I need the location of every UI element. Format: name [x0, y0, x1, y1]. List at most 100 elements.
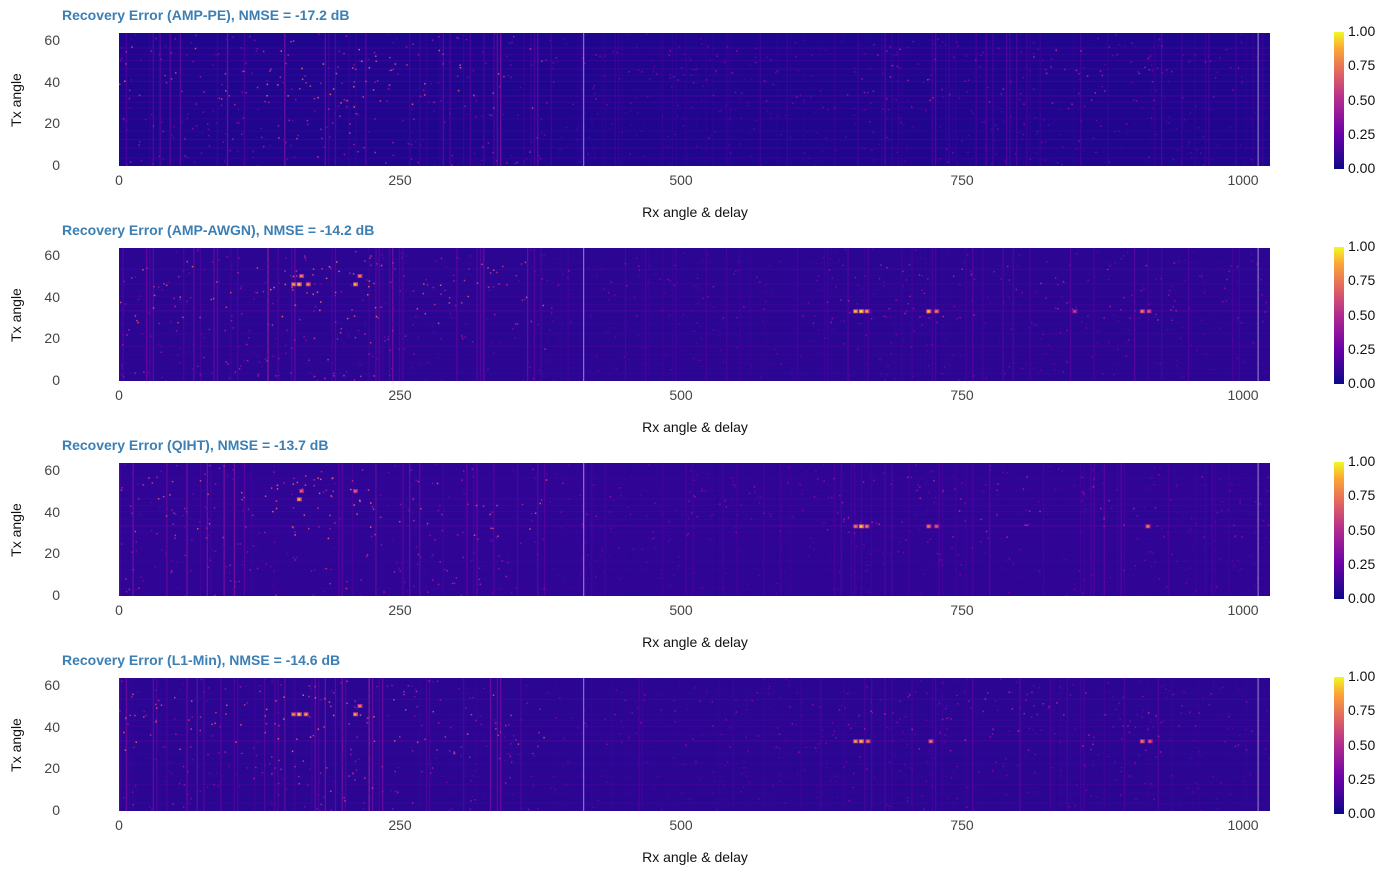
- heatmap-column-streak: [149, 248, 151, 381]
- heatmap-cell: [144, 118, 147, 121]
- heatmap-cell: [240, 313, 243, 315]
- heatmap-cell: [609, 542, 612, 544]
- heatmap-column-streak: [1056, 678, 1058, 811]
- heatmap-column-streak: [1005, 33, 1008, 166]
- colorbar-tick-label: 0.50: [1348, 736, 1376, 753]
- heatmap-cell: [641, 568, 644, 571]
- heatmap-cell: [530, 320, 533, 323]
- heatmap-cell: [541, 131, 543, 134]
- heatmap-cell: [929, 538, 932, 541]
- heatmap-cell: [651, 532, 654, 534]
- heatmap-cell: [880, 373, 883, 375]
- heatmap-cell: [137, 483, 139, 485]
- heatmap-column-streak: [712, 33, 714, 166]
- heatmap-cell: [1240, 321, 1243, 324]
- heatmap-cell: [563, 737, 565, 739]
- heatmap-separator-line: [1257, 678, 1259, 811]
- heatmap-cell: [303, 255, 306, 257]
- heatmap-cell: [1256, 577, 1259, 580]
- heatmap-cell: [849, 800, 852, 803]
- heatmap-cell: [1164, 97, 1166, 100]
- heatmap-cell: [595, 98, 597, 100]
- heatmap-column-streak: [827, 678, 829, 811]
- y-tick-label: 20: [44, 760, 60, 777]
- heatmap-cell: [734, 91, 737, 94]
- heatmap-cell: [207, 518, 210, 521]
- heatmap-cell: [919, 486, 921, 489]
- heatmap-cell: [419, 144, 422, 147]
- heatmap-hotspot: [358, 275, 361, 278]
- heatmap-cell: [228, 765, 230, 767]
- heatmap-separator-line: [1257, 463, 1259, 596]
- heatmap-cell: [953, 305, 956, 308]
- heatmap-cell: [735, 526, 737, 529]
- heatmap-cell: [328, 701, 331, 703]
- heatmap-cell: [328, 266, 331, 268]
- heatmap-cell: [1216, 511, 1219, 514]
- heatmap-cell: [577, 727, 579, 729]
- heatmap-cell: [779, 260, 782, 263]
- heatmap-cell: [1034, 117, 1037, 119]
- heatmap-cell: [508, 42, 511, 44]
- heatmap-cell: [126, 164, 128, 166]
- heatmap-cell: [1213, 558, 1215, 560]
- heatmap-cell: [131, 277, 133, 279]
- heatmap-column-streak: [1005, 463, 1008, 596]
- heatmap-cell: [350, 488, 352, 491]
- heatmap-cell: [857, 284, 860, 287]
- heatmap-cell: [357, 329, 360, 332]
- heatmap-cell: [1181, 690, 1183, 692]
- heatmap-cell: [1083, 712, 1085, 715]
- heatmap-separator-line: [583, 248, 585, 381]
- heatmap-column-streak: [264, 678, 266, 811]
- heatmap-cell: [760, 376, 762, 379]
- heatmap-cell: [313, 375, 316, 378]
- heatmap-cell: [271, 803, 273, 806]
- heatmap-column-streak: [1002, 248, 1004, 381]
- heatmap-hotspot: [935, 310, 938, 313]
- heatmap-cell: [684, 131, 686, 134]
- heatmap-cell: [788, 465, 790, 468]
- heatmap-cell: [313, 337, 316, 339]
- heatmap-cell: [223, 465, 225, 467]
- heatmap-cell: [563, 580, 565, 583]
- heatmap-cell: [426, 781, 428, 783]
- heatmap-cell: [192, 758, 194, 761]
- heatmap-cell: [1080, 120, 1082, 122]
- heatmap-cell: [155, 37, 157, 40]
- heatmap-cell: [1096, 343, 1098, 345]
- heatmap-cell: [1152, 107, 1154, 110]
- heatmap-cell: [997, 483, 999, 485]
- heatmap-cell: [122, 117, 125, 120]
- heatmap-cell: [319, 772, 322, 774]
- heatmap-cell: [411, 750, 414, 752]
- heatmap-cell: [274, 723, 276, 725]
- heatmap-column-streak: [274, 678, 276, 811]
- heatmap-cell: [877, 54, 879, 56]
- heatmap-cell: [965, 574, 968, 577]
- heatmap-cell: [218, 280, 220, 283]
- heatmap-cell: [705, 79, 708, 81]
- y-axis-label-text: Tx angle: [8, 503, 25, 557]
- heatmap-cell: [174, 38, 177, 40]
- heatmap-column-streak: [233, 463, 235, 596]
- heatmap-cell: [806, 132, 809, 134]
- heatmap-cell: [1082, 150, 1085, 152]
- heatmap-cell: [1153, 467, 1156, 470]
- heatmap-cell: [867, 591, 870, 593]
- heatmap-cell: [368, 353, 370, 355]
- heatmap-cell: [1243, 161, 1246, 164]
- heatmap-cell: [1018, 575, 1021, 578]
- heatmap-cell: [1205, 353, 1207, 356]
- heatmap-cell: [768, 707, 771, 709]
- colorbar-tick-label: 0.75: [1348, 57, 1376, 74]
- heatmap-cell: [1101, 469, 1103, 471]
- heatmap-cell: [867, 569, 869, 571]
- heatmap-cell: [1240, 567, 1243, 570]
- heatmap-cell: [1059, 332, 1062, 334]
- heatmap-cell: [550, 312, 553, 314]
- heatmap-cell: [844, 248, 847, 251]
- heatmap-cell: [918, 274, 921, 276]
- heatmap-cell: [816, 750, 818, 752]
- heatmap-cell: [939, 701, 941, 703]
